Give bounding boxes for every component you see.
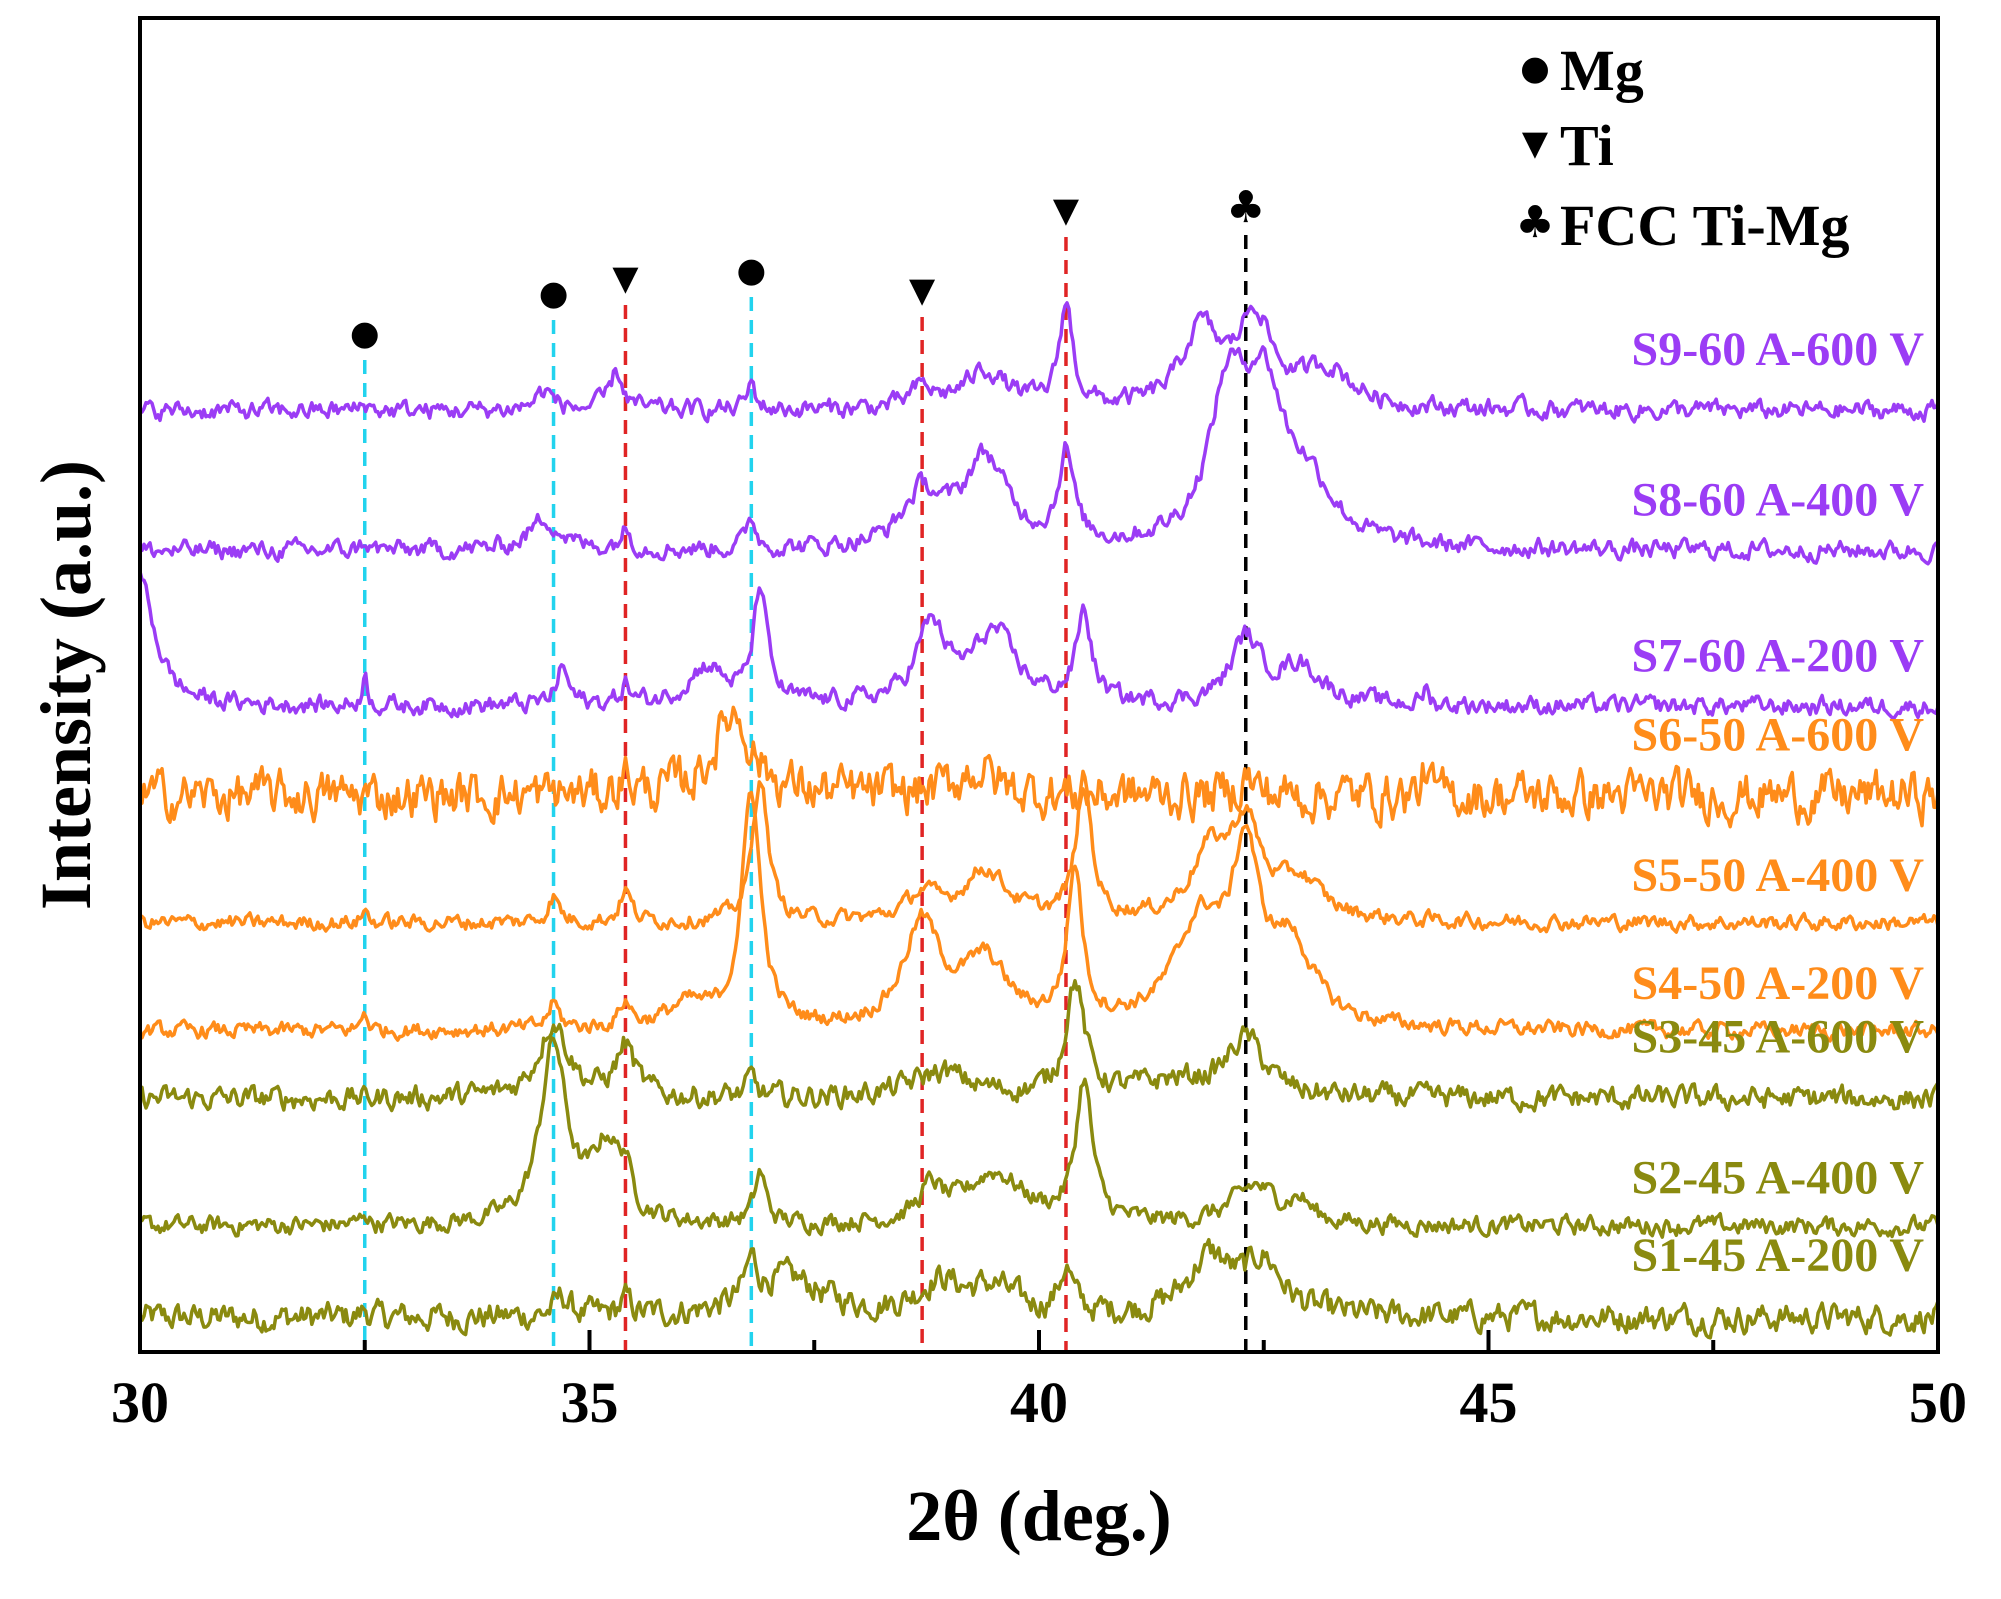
series-line-1	[138, 1237, 1940, 1340]
series-label-8: S8-60 A-400 V	[1632, 473, 1925, 526]
legend-label: FCC Ti-Mg	[1560, 193, 1849, 258]
tick-label: 30	[111, 1370, 169, 1435]
series-label-4: S4-50 A-200 V	[1632, 957, 1925, 1010]
reference-marker: ♣	[1226, 182, 1265, 233]
legend-label: Mg	[1560, 38, 1644, 103]
legend-marker: ▼	[1522, 124, 1549, 164]
legend: ● Mg ▼ Ti♣ FCC Ti-Mg	[1515, 38, 1849, 258]
reference-marker: ●	[736, 251, 766, 291]
series-label-6: S6-50 A-600 V	[1632, 709, 1925, 762]
series-line-8	[139, 345, 1940, 566]
series-line-9	[138, 301, 1940, 424]
reference-marker: ▼	[612, 259, 639, 299]
series-label-1: S1-45 A-200 V	[1632, 1229, 1925, 1282]
tick-label: 40	[1010, 1370, 1068, 1435]
reference-marker: ●	[539, 274, 569, 314]
series-line-4	[139, 790, 1940, 1043]
reference-marker: ●	[350, 314, 380, 354]
reference-markers: ● ● ▼ ● ▼ ▼ ♣	[350, 182, 1266, 354]
series-line-3	[138, 978, 1940, 1114]
x-axis-ticks: 30 35 40 45 50	[111, 1330, 1967, 1435]
series-label-9: S9-60 A-600 V	[1632, 323, 1925, 376]
series-labels: S1-45 A-200 VS2-45 A-400 VS3-45 A-600 VS…	[1632, 323, 1925, 1282]
series-label-2: S2-45 A-400 V	[1632, 1152, 1925, 1205]
series-label-7: S7-60 A-200 V	[1632, 630, 1925, 683]
tick-label: 35	[561, 1370, 619, 1435]
legend-marker: ♣	[1515, 197, 1554, 248]
series-label-5: S5-50 A-400 V	[1632, 849, 1925, 902]
tick-label: 45	[1460, 1370, 1518, 1435]
series-line-6	[138, 705, 1940, 829]
tick-label: 50	[1909, 1370, 1967, 1435]
reference-marker: ▼	[1053, 191, 1080, 231]
legend-label: Ti	[1560, 113, 1614, 178]
reference-marker: ▼	[909, 271, 936, 311]
series-lines	[138, 301, 1940, 1340]
reference-lines	[363, 235, 1248, 1352]
series-line-7	[138, 571, 1940, 720]
y-axis-title: Intensity (a.u.)	[26, 460, 106, 910]
series-line-2	[138, 1036, 1940, 1239]
legend-marker: ●	[1520, 49, 1550, 89]
series-line-5	[139, 769, 1940, 934]
x-axis-title: 2θ (deg.)	[906, 1476, 1172, 1556]
series-label-3: S3-45 A-600 V	[1632, 1011, 1925, 1064]
